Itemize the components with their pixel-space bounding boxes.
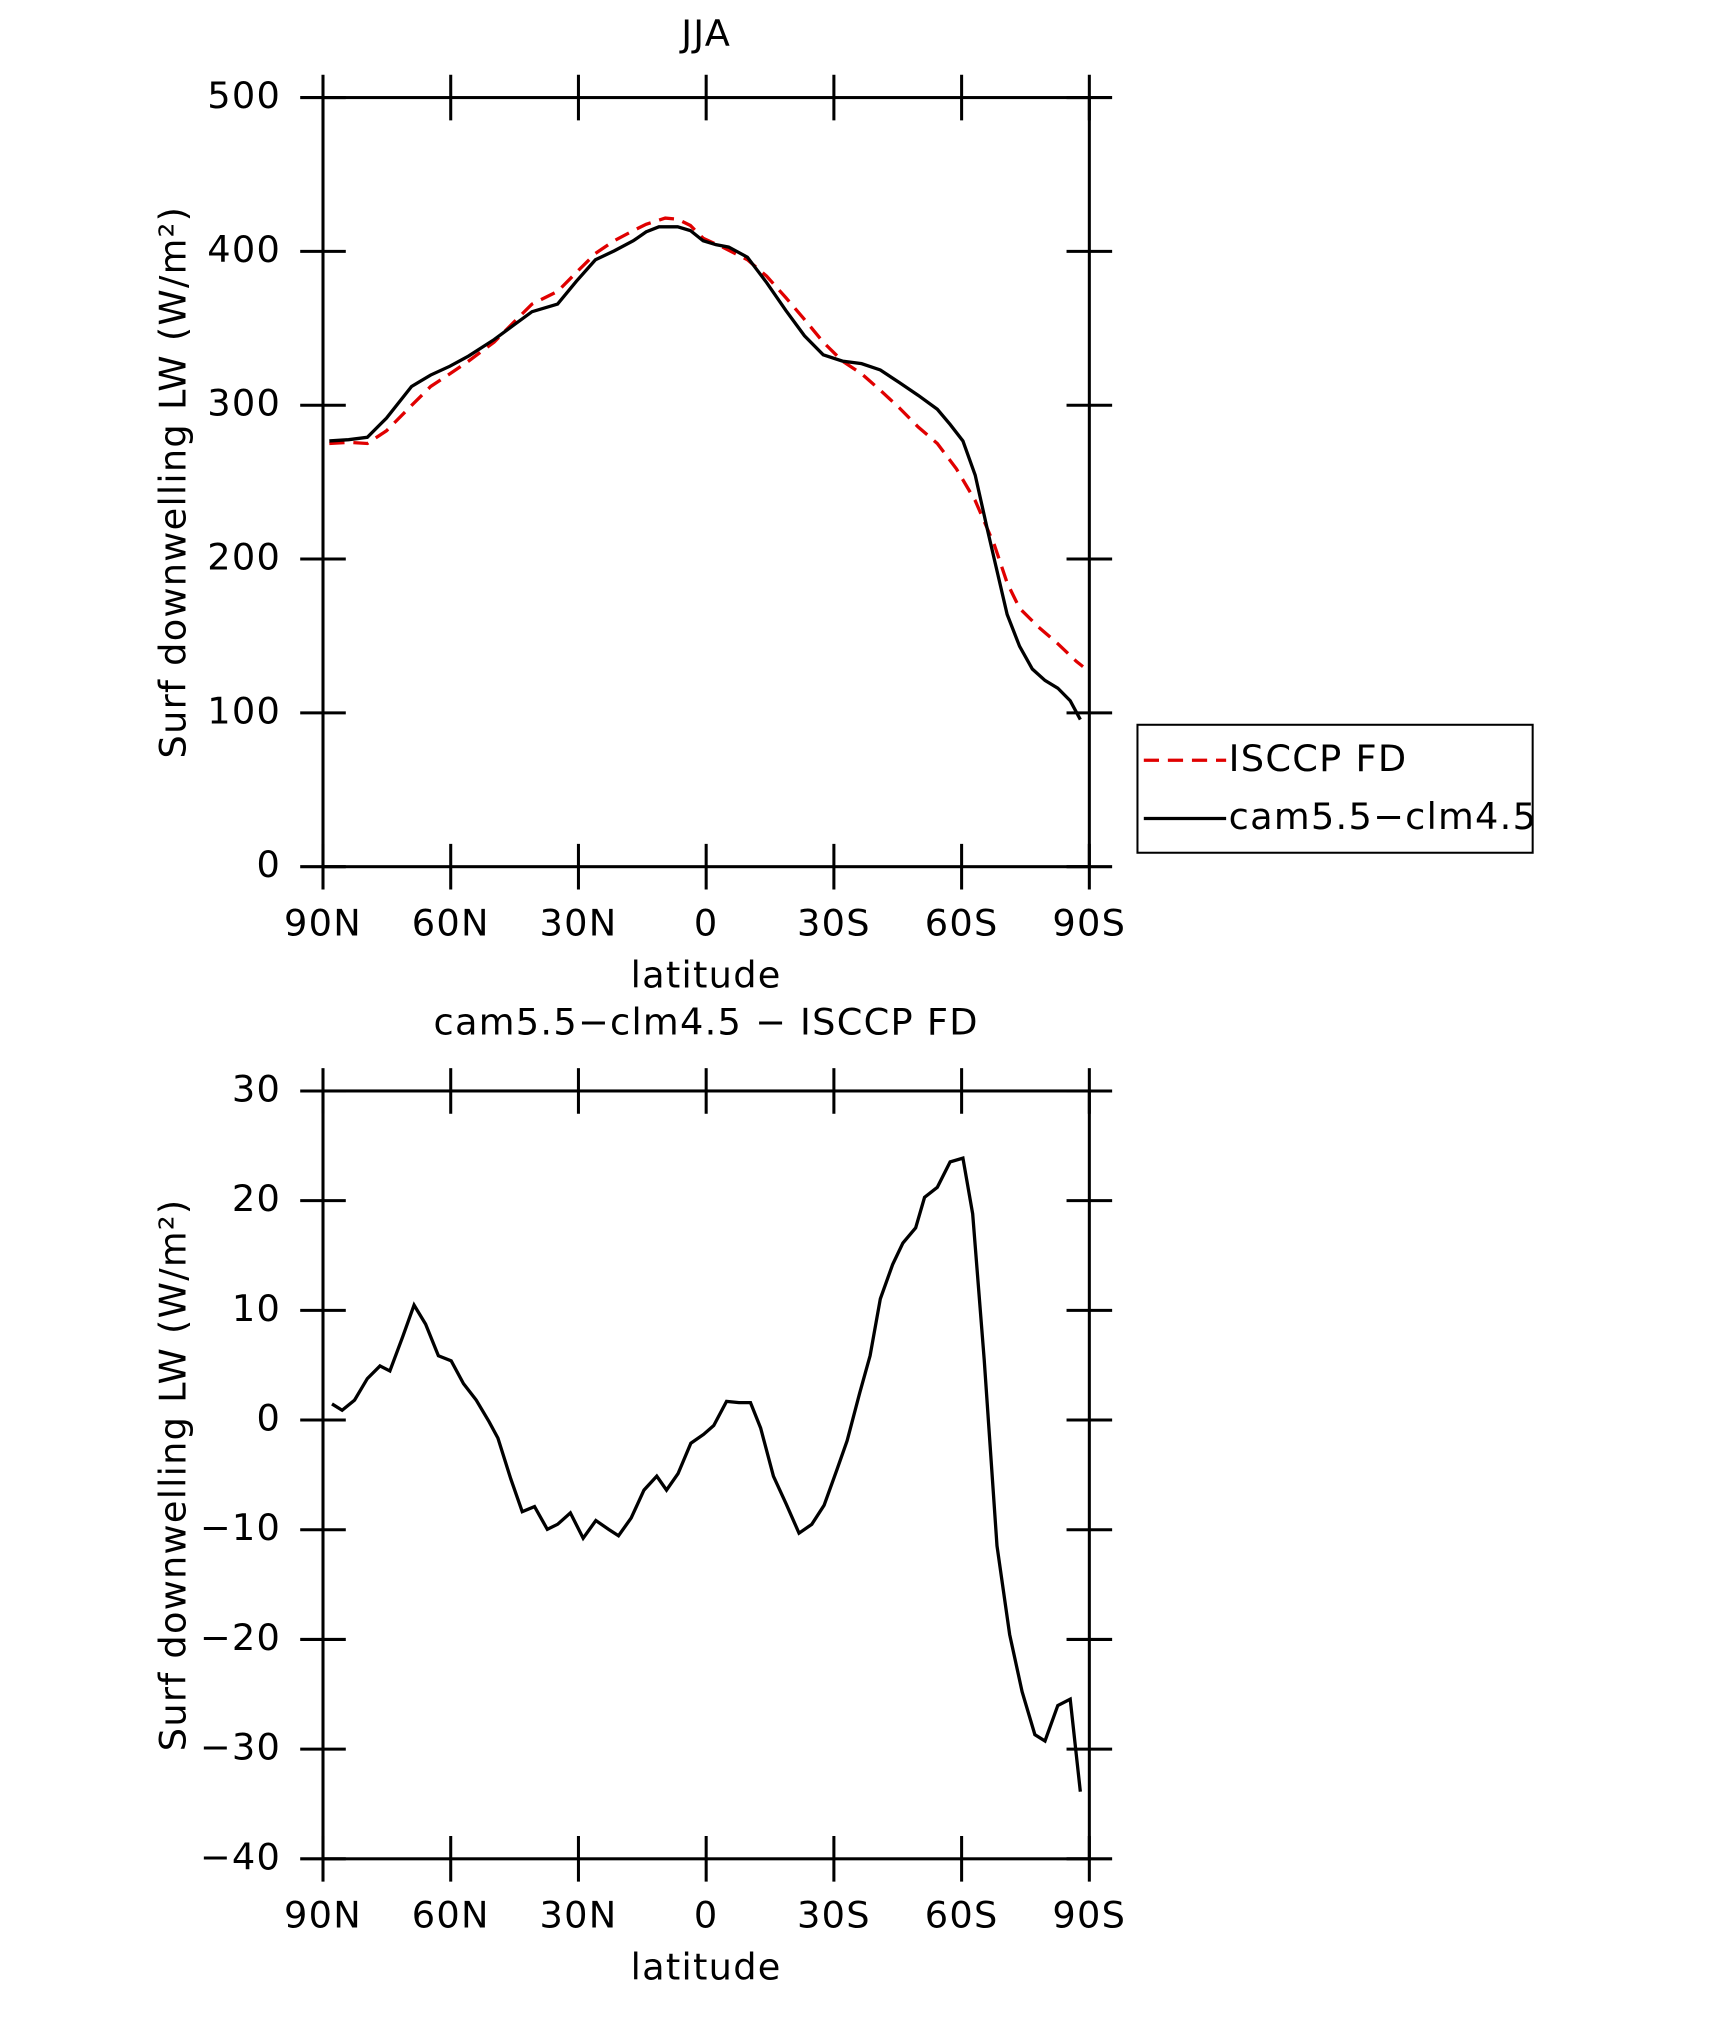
x-tick-label: 0	[694, 901, 719, 944]
data-line	[331, 1156, 1082, 1792]
y-tick-label: −40	[200, 1835, 281, 1878]
x-axis-label: latitude	[631, 1946, 782, 1989]
x-tick-label: 0	[694, 1894, 719, 1937]
x-tick-label: 30N	[539, 1894, 617, 1937]
y-tick-label: 0	[257, 843, 282, 886]
x-tick-label: 60S	[925, 901, 999, 944]
y-tick-label: 0	[257, 1397, 282, 1440]
y-axis-label: Surf downwelling LW (W/m²)	[151, 1199, 194, 1752]
y-tick-label: 500	[207, 74, 281, 117]
plot-frame	[321, 96, 1091, 869]
chart-title: JJA	[679, 12, 731, 55]
legend-label: ISCCP FD	[1229, 737, 1408, 780]
x-tick-label: 60N	[412, 1894, 490, 1937]
y-tick-label: −30	[200, 1726, 281, 1769]
x-tick-label: 30S	[797, 1894, 871, 1937]
x-tick-label: 60N	[412, 901, 490, 944]
y-tick-label: 30	[232, 1067, 281, 1110]
plot-frame	[321, 1089, 1091, 1861]
x-tick-label: 60S	[925, 1894, 999, 1937]
y-tick-label: 20	[232, 1177, 281, 1220]
x-tick-label: 90S	[1052, 901, 1126, 944]
y-tick-label: 10	[232, 1287, 281, 1330]
x-axis-label: latitude	[631, 953, 782, 996]
x-tick-label: 90N	[284, 901, 362, 944]
chart-title: cam5.5−clm4.5 − ISCCP FD	[434, 1000, 979, 1043]
y-tick-label: 300	[207, 382, 281, 425]
x-tick-label: 90S	[1052, 1894, 1126, 1937]
x-tick-label: 30N	[539, 901, 617, 944]
legend-label: cam5.5−clm4.5	[1229, 795, 1538, 838]
y-tick-label: 100	[207, 689, 281, 732]
y-tick-label: 200	[207, 536, 281, 579]
y-tick-label: 400	[207, 228, 281, 271]
y-tick-label: −20	[200, 1616, 281, 1659]
x-tick-label: 30S	[797, 901, 871, 944]
legend-box	[1136, 723, 1534, 854]
data-line	[329, 225, 1082, 721]
y-tick-label: −10	[200, 1506, 281, 1549]
x-tick-label: 90N	[284, 1894, 362, 1937]
data-line	[329, 216, 1085, 668]
y-axis-label: Surf downwelling LW (W/m²)	[151, 206, 194, 759]
